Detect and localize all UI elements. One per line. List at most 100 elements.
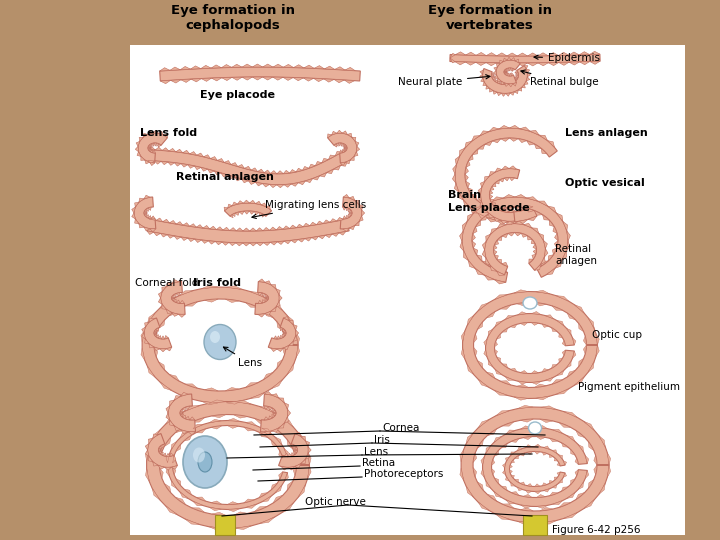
Polygon shape (210, 157, 217, 160)
Polygon shape (549, 63, 559, 65)
Polygon shape (505, 93, 510, 96)
Polygon shape (135, 219, 139, 224)
Polygon shape (462, 331, 465, 342)
Polygon shape (510, 368, 517, 372)
Polygon shape (516, 76, 518, 77)
Ellipse shape (198, 452, 212, 472)
Polygon shape (159, 446, 162, 449)
Polygon shape (301, 436, 305, 441)
Polygon shape (228, 509, 239, 511)
Polygon shape (273, 427, 283, 435)
Polygon shape (328, 133, 357, 163)
Polygon shape (262, 293, 266, 296)
Polygon shape (301, 459, 305, 464)
Polygon shape (497, 221, 507, 224)
Polygon shape (284, 316, 289, 320)
Polygon shape (462, 197, 568, 282)
Polygon shape (505, 207, 515, 211)
Polygon shape (222, 77, 232, 80)
Polygon shape (346, 215, 349, 219)
Polygon shape (181, 393, 188, 396)
Polygon shape (461, 407, 609, 523)
Polygon shape (150, 229, 156, 232)
Polygon shape (134, 197, 156, 229)
Polygon shape (153, 434, 158, 438)
Polygon shape (505, 447, 565, 491)
Polygon shape (236, 243, 243, 246)
Polygon shape (487, 429, 497, 436)
Polygon shape (258, 169, 264, 173)
Text: Lens placode: Lens placode (448, 203, 530, 213)
Polygon shape (511, 80, 513, 83)
Polygon shape (242, 77, 252, 80)
Polygon shape (154, 347, 158, 357)
Polygon shape (222, 242, 229, 245)
Polygon shape (478, 420, 490, 428)
Polygon shape (490, 228, 497, 234)
Polygon shape (196, 497, 206, 501)
Polygon shape (542, 324, 549, 327)
Polygon shape (498, 236, 502, 240)
Polygon shape (325, 66, 335, 70)
Polygon shape (575, 458, 578, 464)
Polygon shape (496, 64, 500, 67)
Polygon shape (148, 147, 155, 150)
Polygon shape (496, 410, 510, 416)
Polygon shape (486, 63, 497, 66)
Polygon shape (283, 335, 286, 345)
Polygon shape (487, 211, 495, 215)
Polygon shape (345, 68, 355, 71)
Polygon shape (465, 62, 476, 65)
Polygon shape (244, 499, 254, 503)
Polygon shape (495, 321, 502, 327)
Polygon shape (191, 79, 202, 82)
Polygon shape (303, 223, 310, 227)
Polygon shape (231, 163, 238, 166)
Polygon shape (294, 447, 297, 449)
Polygon shape (154, 161, 161, 164)
Polygon shape (472, 149, 478, 154)
Polygon shape (271, 428, 279, 433)
Polygon shape (452, 174, 456, 183)
Polygon shape (495, 208, 505, 212)
Polygon shape (236, 228, 243, 231)
Polygon shape (293, 454, 297, 465)
Polygon shape (181, 409, 184, 412)
Polygon shape (555, 260, 562, 268)
Polygon shape (485, 314, 575, 382)
Polygon shape (239, 211, 244, 214)
Polygon shape (188, 432, 196, 435)
Polygon shape (540, 508, 553, 511)
Polygon shape (336, 143, 338, 146)
Polygon shape (490, 89, 493, 92)
Polygon shape (495, 180, 500, 184)
Polygon shape (469, 154, 473, 161)
Polygon shape (258, 279, 265, 282)
Polygon shape (183, 150, 189, 154)
Polygon shape (464, 200, 470, 207)
Polygon shape (494, 67, 498, 71)
Polygon shape (459, 192, 464, 200)
Polygon shape (174, 396, 181, 400)
Polygon shape (478, 379, 488, 387)
Polygon shape (494, 295, 507, 300)
Polygon shape (505, 315, 513, 319)
Polygon shape (270, 227, 276, 230)
Polygon shape (506, 430, 516, 434)
Polygon shape (496, 60, 520, 84)
Polygon shape (139, 224, 144, 228)
Polygon shape (323, 220, 330, 224)
Polygon shape (483, 204, 490, 208)
Polygon shape (531, 312, 541, 314)
Polygon shape (244, 166, 251, 170)
Polygon shape (156, 218, 163, 221)
Polygon shape (487, 218, 497, 222)
Polygon shape (242, 64, 252, 67)
Polygon shape (248, 181, 256, 185)
Polygon shape (148, 434, 177, 468)
Polygon shape (164, 437, 171, 447)
Polygon shape (490, 265, 497, 271)
Polygon shape (176, 444, 181, 451)
Polygon shape (291, 240, 298, 243)
Polygon shape (284, 449, 288, 457)
